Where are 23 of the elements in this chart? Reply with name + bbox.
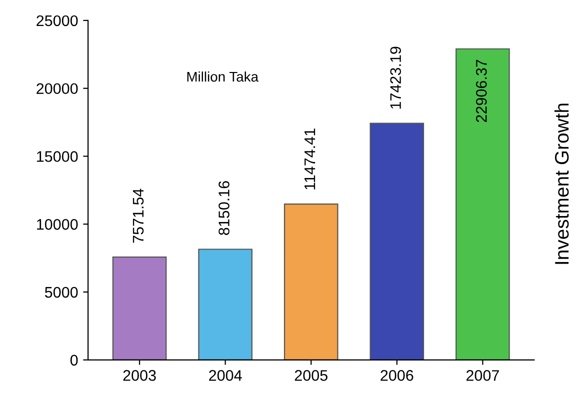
y-tick-label: 0 [70,354,78,366]
x-tick-label: 2007 [466,370,499,381]
data-label: 22906.37 [476,60,487,122]
data-label: 17423.19 [390,46,402,109]
bar [370,122,424,360]
x-tick-label: 2003 [123,370,156,381]
data-label: 11474.41 [304,128,316,190]
data-label: 8150.16 [218,181,230,236]
y-tick-label: 5000 [44,286,78,298]
y-tick-label: 25000 [36,15,78,26]
x-tick-label: 2006 [380,370,414,381]
bar [198,248,252,360]
annotation: Million Taka [187,71,259,82]
bar [112,256,167,360]
x-tick-label: 2004 [209,370,242,381]
y-tick-label: 15000 [37,151,78,162]
bar [456,48,510,360]
x-tick-label: 2005 [294,370,328,381]
bar [284,204,338,360]
y-tick-label: 20000 [36,83,78,94]
data-label: 7571.54 [132,188,144,243]
text: Investment Growth [554,104,569,264]
y-tick-label: 10000 [37,219,78,230]
